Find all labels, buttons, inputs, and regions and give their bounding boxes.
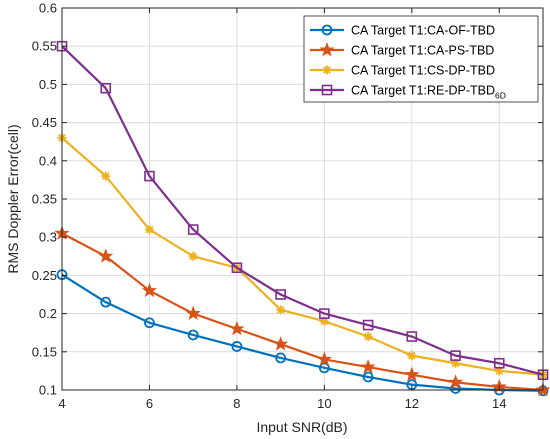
series-4-point: [275, 289, 286, 300]
series-3-point: [407, 351, 417, 361]
x-tick-label: 6: [146, 396, 153, 411]
series-4-line: [61, 45, 544, 376]
series-3-point: [494, 366, 504, 376]
y-tick-label: 0.6: [39, 1, 57, 16]
legend: CA Target T1:CA-OF-TBD CA Target T1:CA-PS…: [303, 15, 539, 103]
series-4: [56, 40, 549, 381]
series-1-point: [231, 341, 243, 352]
series-3-point: [188, 251, 198, 261]
y-tick-label: 0.45: [32, 115, 57, 130]
series-3-point: [276, 305, 286, 315]
x-axis-label: Input SNR(dB): [256, 419, 347, 435]
asterisk-stroke: [364, 332, 372, 341]
asterisk-stroke: [145, 225, 154, 234]
legend-swatch-marker: [321, 84, 333, 96]
legend-swatch-marker: [319, 42, 335, 57]
series-4-point: [231, 262, 243, 274]
series-1-point: [318, 362, 330, 374]
y-tick-label: 0.1: [39, 383, 57, 398]
legend-entry-4: CA Target T1:RE-DP-TBD6D: [310, 84, 506, 101]
series-2-point: [273, 336, 289, 351]
series-4-point: [406, 331, 418, 342]
series-4-point: [362, 319, 374, 331]
series-4-point: [144, 170, 155, 182]
legend-entry-2: CA Target T1:CA-PS-TBD: [310, 42, 494, 58]
series-3-point: [363, 332, 373, 342]
series-1: [56, 269, 549, 397]
series-4-point: [100, 82, 112, 94]
series-1-point: [187, 329, 199, 341]
legend-label: CA Target T1:RE-DP-TBD6D: [351, 84, 506, 101]
series-2-point: [141, 282, 158, 298]
series-2-point: [404, 366, 420, 382]
series-1-point: [362, 371, 374, 383]
legend-label: CA Target T1:CA-OF-TBD: [351, 24, 495, 38]
y-tick-label: 0.5: [39, 77, 57, 92]
y-tick-label: 0.25: [32, 268, 57, 283]
series-2-point: [98, 248, 114, 263]
series-1-point: [144, 317, 155, 329]
y-tick-label: 0.3: [39, 230, 57, 245]
asterisk-stroke: [320, 317, 329, 326]
series-1-point: [100, 296, 112, 308]
legend-swatch-marker: [321, 24, 333, 36]
legend-label-text: CA Target T1:RE-DP-TBD: [351, 84, 495, 98]
x-tick-label: 10: [317, 396, 331, 411]
legend-entry-3: CA Target T1:CS-DP-TBD: [310, 64, 495, 78]
asterisk-stroke: [451, 359, 460, 368]
asterisk-stroke: [101, 172, 110, 180]
asterisk-stroke: [276, 305, 285, 314]
y-tick-label: 0.15: [32, 344, 57, 359]
series-3: [57, 133, 548, 380]
asterisk-stroke: [495, 367, 504, 375]
series-2-point: [360, 359, 376, 374]
series-2: [54, 225, 550, 397]
x-tick-label: 14: [492, 396, 506, 411]
asterisk-stroke: [407, 351, 416, 360]
series-3-point: [101, 171, 111, 181]
x-tick-label: 8: [233, 396, 240, 411]
series-2-point: [185, 305, 201, 321]
y-tick-label: 0.55: [32, 39, 57, 54]
x-tick-label: 4: [58, 396, 65, 411]
legend-label: CA Target T1:CA-PS-TBD: [351, 44, 494, 58]
legend-entry-1: CA Target T1:CA-OF-TBD: [310, 24, 495, 38]
series-2-point: [316, 351, 332, 366]
series-4-point: [187, 224, 199, 235]
series-1-line: [61, 273, 544, 392]
asterisk-stroke: [189, 252, 198, 261]
legend-label-text: CA Target T1:CA-OF-TBD: [351, 24, 495, 38]
series-4-point: [450, 350, 461, 361]
axis-ticks: 4 6 8 10 12 14 0.1 0.15 0.2 0.25 0.3 0.35 0.4 0.45 0.5…: [32, 1, 543, 411]
y-tick-label: 0.35: [32, 192, 57, 207]
series-4-point: [319, 308, 330, 319]
series-2-point: [229, 320, 245, 336]
y-axis-label: RMS Doppler Error(cell): [5, 124, 21, 273]
series-3-point: [451, 358, 461, 368]
x-tick-label: 12: [405, 396, 419, 411]
series-4-point: [493, 357, 505, 369]
series-2-line: [61, 232, 544, 392]
legend-label: CA Target T1:CS-DP-TBD: [351, 64, 495, 78]
legend-label-text: CA Target T1:CA-PS-TBD: [351, 44, 494, 58]
legend-label-subscript: 6D: [495, 91, 506, 101]
legend-label-text: CA Target T1:CS-DP-TBD: [351, 64, 495, 78]
series-1-point: [275, 352, 287, 364]
series-2-point: [447, 374, 464, 389]
series-layer: [54, 40, 550, 397]
series-3-line: [61, 137, 544, 376]
asterisk-stroke: [323, 66, 331, 74]
y-tick-label: 0.4: [39, 153, 57, 168]
y-tick-label: 0.2: [39, 306, 57, 321]
series-3-point: [144, 225, 154, 235]
legend-swatch-marker: [322, 65, 332, 75]
